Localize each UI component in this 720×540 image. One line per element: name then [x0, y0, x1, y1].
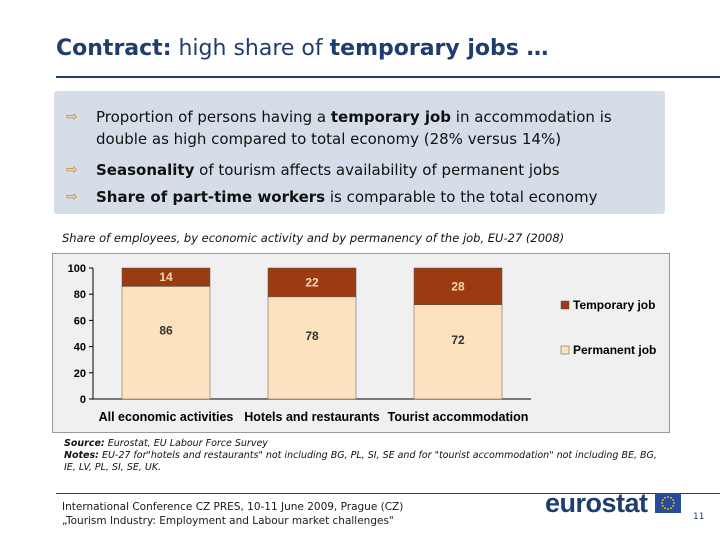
- y-tick-label: 20: [74, 368, 86, 380]
- source-label: Source:: [64, 438, 105, 449]
- title-divider: [56, 76, 720, 78]
- bar-permanent-job: [413, 304, 503, 400]
- footer-divider: [56, 493, 720, 494]
- eu-star: [664, 496, 666, 499]
- legend-label: Temporary job: [573, 298, 655, 312]
- data-label-temporary: 14: [159, 270, 173, 284]
- eu-flag-icon: [655, 493, 681, 513]
- footer: International Conference CZ PRES, 10-11 …: [62, 500, 403, 528]
- chart-area: 0 20 40 60 80 100 86 14 All economic activities 7…: [52, 253, 670, 433]
- title-part-2: high share of: [171, 36, 330, 61]
- bullet-bold-text: Share of part-time workers: [96, 188, 326, 206]
- eurostat-logo: eurostat: [545, 488, 683, 524]
- bar-permanent-job: [121, 286, 211, 400]
- footer-line-1: International Conference CZ PRES, 10-11 …: [62, 501, 404, 513]
- eu-star: [672, 505, 675, 507]
- bullet-bold-text: temporary job: [330, 108, 452, 126]
- bar-temporary-job: [121, 267, 211, 287]
- x-category-label: Hotels and restaurants: [244, 410, 380, 424]
- data-label-temporary: 22: [305, 275, 319, 289]
- bullet-box: ⇨ Proportion of persons having a tempora…: [54, 91, 665, 214]
- footer-line-2: „Tourism Industry: Employment and Labour…: [62, 515, 394, 527]
- title-part-3: temporary jobs …: [329, 36, 549, 61]
- bullet-text: is comparable to the total economy: [325, 188, 598, 206]
- page-number: 11: [693, 512, 705, 522]
- y-tick-label: 60: [74, 315, 86, 327]
- bar-temporary-job: [267, 267, 357, 298]
- y-tick-label: 0: [80, 394, 86, 406]
- data-label-permanent: 86: [159, 324, 173, 338]
- y-tick-label: 40: [74, 342, 86, 354]
- eu-star: [661, 505, 664, 507]
- eu-star: [670, 496, 672, 499]
- x-category-label: Tourist accommodation: [388, 410, 529, 424]
- bar-temporary-job: [413, 267, 503, 305]
- x-category-label: All economic activities: [99, 410, 234, 424]
- eu-star: [667, 496, 669, 498]
- arrow-right-icon: ⇨: [66, 109, 78, 125]
- eu-star: [661, 502, 663, 504]
- arrow-right-icon: ⇨: [66, 162, 78, 178]
- notes-label: Notes:: [64, 450, 99, 461]
- title-part-1: Contract:: [56, 36, 172, 61]
- y-tick-label: 100: [68, 263, 86, 275]
- arrow-right-icon: ⇨: [66, 189, 78, 205]
- source-text: Eurostat, EU Labour Force Survey: [104, 438, 268, 449]
- data-label-permanent: 78: [305, 329, 319, 343]
- data-label-permanent: 72: [451, 333, 465, 347]
- stacked-bar-chart: 0 20 40 60 80 100 86 14 All economic activities 7…: [68, 263, 657, 424]
- legend-swatch: [560, 345, 570, 355]
- eu-star: [661, 499, 664, 501]
- bullet-text: of tourism affects availability of perma…: [194, 161, 560, 179]
- legend-swatch: [560, 300, 570, 310]
- bullet-text: in accommodation is double as high compa…: [96, 108, 612, 148]
- bullet-text: Proportion of persons having a: [96, 108, 331, 126]
- source-notes: Source: Eurostat, EU Labour Force Survey…: [64, 438, 664, 474]
- chart-caption: Share of employees, by economic activity…: [62, 231, 565, 245]
- eu-star: [673, 502, 675, 504]
- slide-title: Contract: high share of temporary jobs …: [56, 36, 549, 61]
- eu-star: [672, 499, 675, 501]
- eu-star: [667, 508, 669, 510]
- eu-star: [670, 507, 672, 510]
- eu-star: [664, 507, 666, 510]
- data-label-temporary: 28: [451, 279, 465, 293]
- bar-permanent-job: [267, 296, 357, 400]
- logo-text: eurostat: [545, 488, 648, 518]
- bullet-bold-text: Seasonality: [96, 161, 195, 179]
- notes-text: EU-27 for"hotels and restaurants" not in…: [64, 450, 657, 473]
- y-tick-label: 80: [74, 289, 86, 301]
- legend-label: Permanent job: [573, 343, 656, 357]
